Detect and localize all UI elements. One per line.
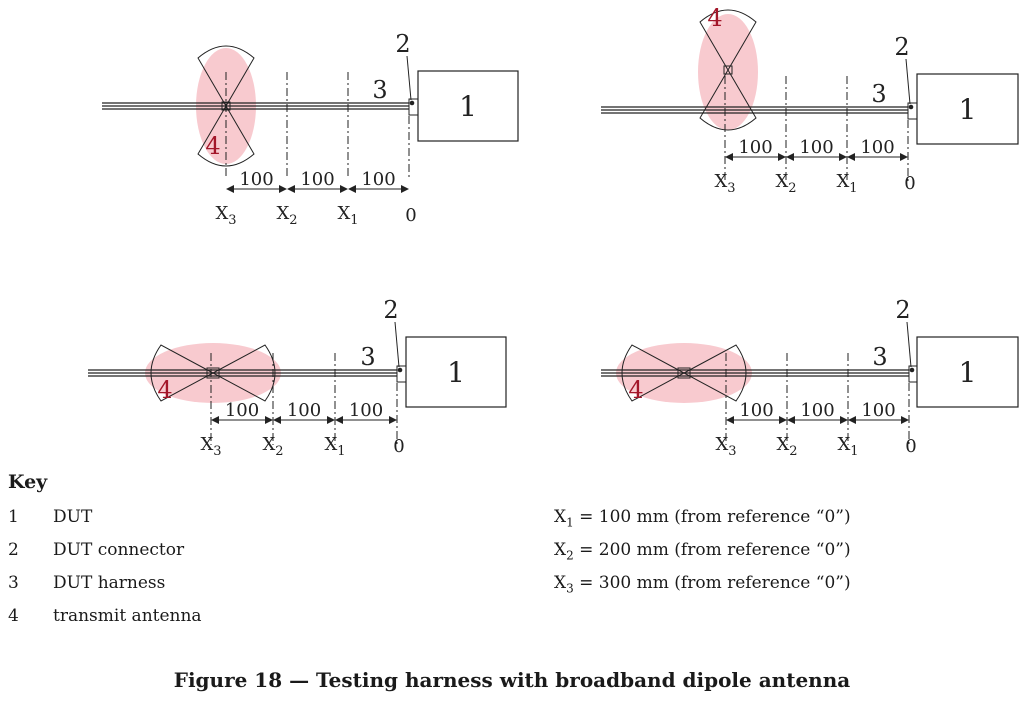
x2-label: X2	[776, 434, 797, 459]
dut-box	[405, 336, 507, 408]
antenna-highlight	[698, 14, 758, 130]
dut-box	[916, 336, 1019, 408]
dimension-label-100: 100	[860, 137, 894, 158]
callout-2-connector: 2	[395, 30, 410, 58]
dimension-label-100: 100	[861, 400, 895, 421]
x3-label: X3	[200, 434, 221, 459]
callout-2-leader	[906, 321, 912, 368]
dipole-antenna-outline	[699, 9, 757, 131]
callout-3-harness: 3	[372, 76, 387, 104]
key-item-text: DUT	[53, 507, 93, 527]
dipole-antenna-outline	[197, 45, 255, 167]
key-title: Key	[8, 471, 48, 493]
connector-reference-dot	[909, 367, 915, 373]
figure-caption: Figure 18 — Testing harness with broadba…	[173, 668, 851, 692]
definition-symbol: X	[554, 573, 567, 593]
callout-2-leader	[905, 58, 911, 105]
definition-x1: X1 = 100 mm (from reference “0”)	[554, 507, 851, 529]
definition-subscript: 2	[566, 548, 574, 563]
callout-2-connector: 2	[383, 296, 398, 324]
callout-1-dut: 1	[959, 93, 977, 126]
x3-label: X3	[215, 203, 236, 228]
key-item-text: transmit antenna	[53, 606, 202, 626]
origin-label: 0	[905, 436, 916, 457]
dimension-label-100: 100	[800, 400, 834, 421]
origin-label: 0	[405, 205, 416, 226]
dimension-label-100: 100	[799, 137, 833, 158]
callout-1-dut: 1	[447, 356, 465, 389]
connector-reference-dot	[908, 104, 914, 110]
callout-1-dut: 1	[959, 356, 977, 389]
connector-reference-dot	[409, 100, 415, 106]
callout-3-harness: 3	[871, 80, 886, 108]
callout-3-harness: 3	[872, 343, 887, 371]
definition-x3: X3 = 300 mm (from reference “0”)	[554, 573, 851, 595]
key-item-number: 4	[8, 606, 19, 626]
key-item-text: DUT connector	[53, 540, 185, 560]
connector-reference-dot	[397, 367, 403, 373]
definition-x2: X2 = 200 mm (from reference “0”)	[554, 540, 851, 562]
key-item-number: 3	[8, 573, 19, 593]
key-item-1: 1 DUT	[8, 507, 92, 527]
callout-2-leader	[394, 321, 400, 368]
definition-symbol: X	[554, 507, 567, 527]
origin-label: 0	[904, 173, 915, 194]
x1-label: X1	[836, 171, 857, 196]
callout-3-harness: 3	[360, 343, 375, 371]
key-item-2: 2 DUT connector	[8, 540, 184, 560]
x2-label: X2	[276, 203, 297, 228]
dimension-label-100: 100	[361, 169, 395, 190]
key-item-3: 3 DUT harness	[8, 573, 165, 593]
x3-label: X3	[715, 434, 736, 459]
callout-2-connector: 2	[895, 296, 910, 324]
definition-symbol: X	[554, 540, 567, 560]
key-item-text: DUT harness	[53, 573, 166, 593]
callout-4-transmit-antenna: 4	[707, 4, 722, 32]
dimension-label-100: 100	[225, 400, 259, 421]
dut-box	[417, 70, 519, 142]
callout-1-dut: 1	[459, 90, 477, 123]
callout-4-transmit-antenna: 4	[205, 132, 220, 160]
x1-label: X1	[837, 434, 858, 459]
definition-subscript: 1	[566, 515, 574, 530]
dimension-label-100: 100	[738, 137, 772, 158]
callout-2-connector: 2	[894, 33, 909, 61]
x2-label: X2	[262, 434, 283, 459]
callout-2-leader	[406, 55, 412, 101]
definition-text: = 200 mm (from reference “0”)	[573, 540, 851, 560]
dut-box	[916, 73, 1019, 145]
definition-text: = 100 mm (from reference “0”)	[573, 507, 851, 527]
key-item-number: 2	[8, 540, 19, 560]
dimension-label-100: 100	[300, 169, 334, 190]
x1-label: X1	[337, 203, 358, 228]
callout-4-transmit-antenna: 4	[628, 376, 643, 404]
dimension-label-100: 100	[739, 400, 773, 421]
callout-4-transmit-antenna: 4	[157, 376, 172, 404]
dimension-label-100: 100	[349, 400, 383, 421]
definition-subscript: 3	[566, 581, 574, 596]
x1-label: X1	[324, 434, 345, 459]
definition-text: = 300 mm (from reference “0”)	[573, 573, 851, 593]
key-item-4: 4 transmit antenna	[8, 606, 202, 626]
dimension-label-100: 100	[239, 169, 273, 190]
origin-label: 0	[393, 436, 404, 457]
antenna-feed-point	[723, 65, 733, 75]
x3-label: X3	[714, 171, 735, 196]
dimension-label-100: 100	[287, 400, 321, 421]
key-item-number: 1	[8, 507, 19, 527]
x2-label: X2	[775, 171, 796, 196]
